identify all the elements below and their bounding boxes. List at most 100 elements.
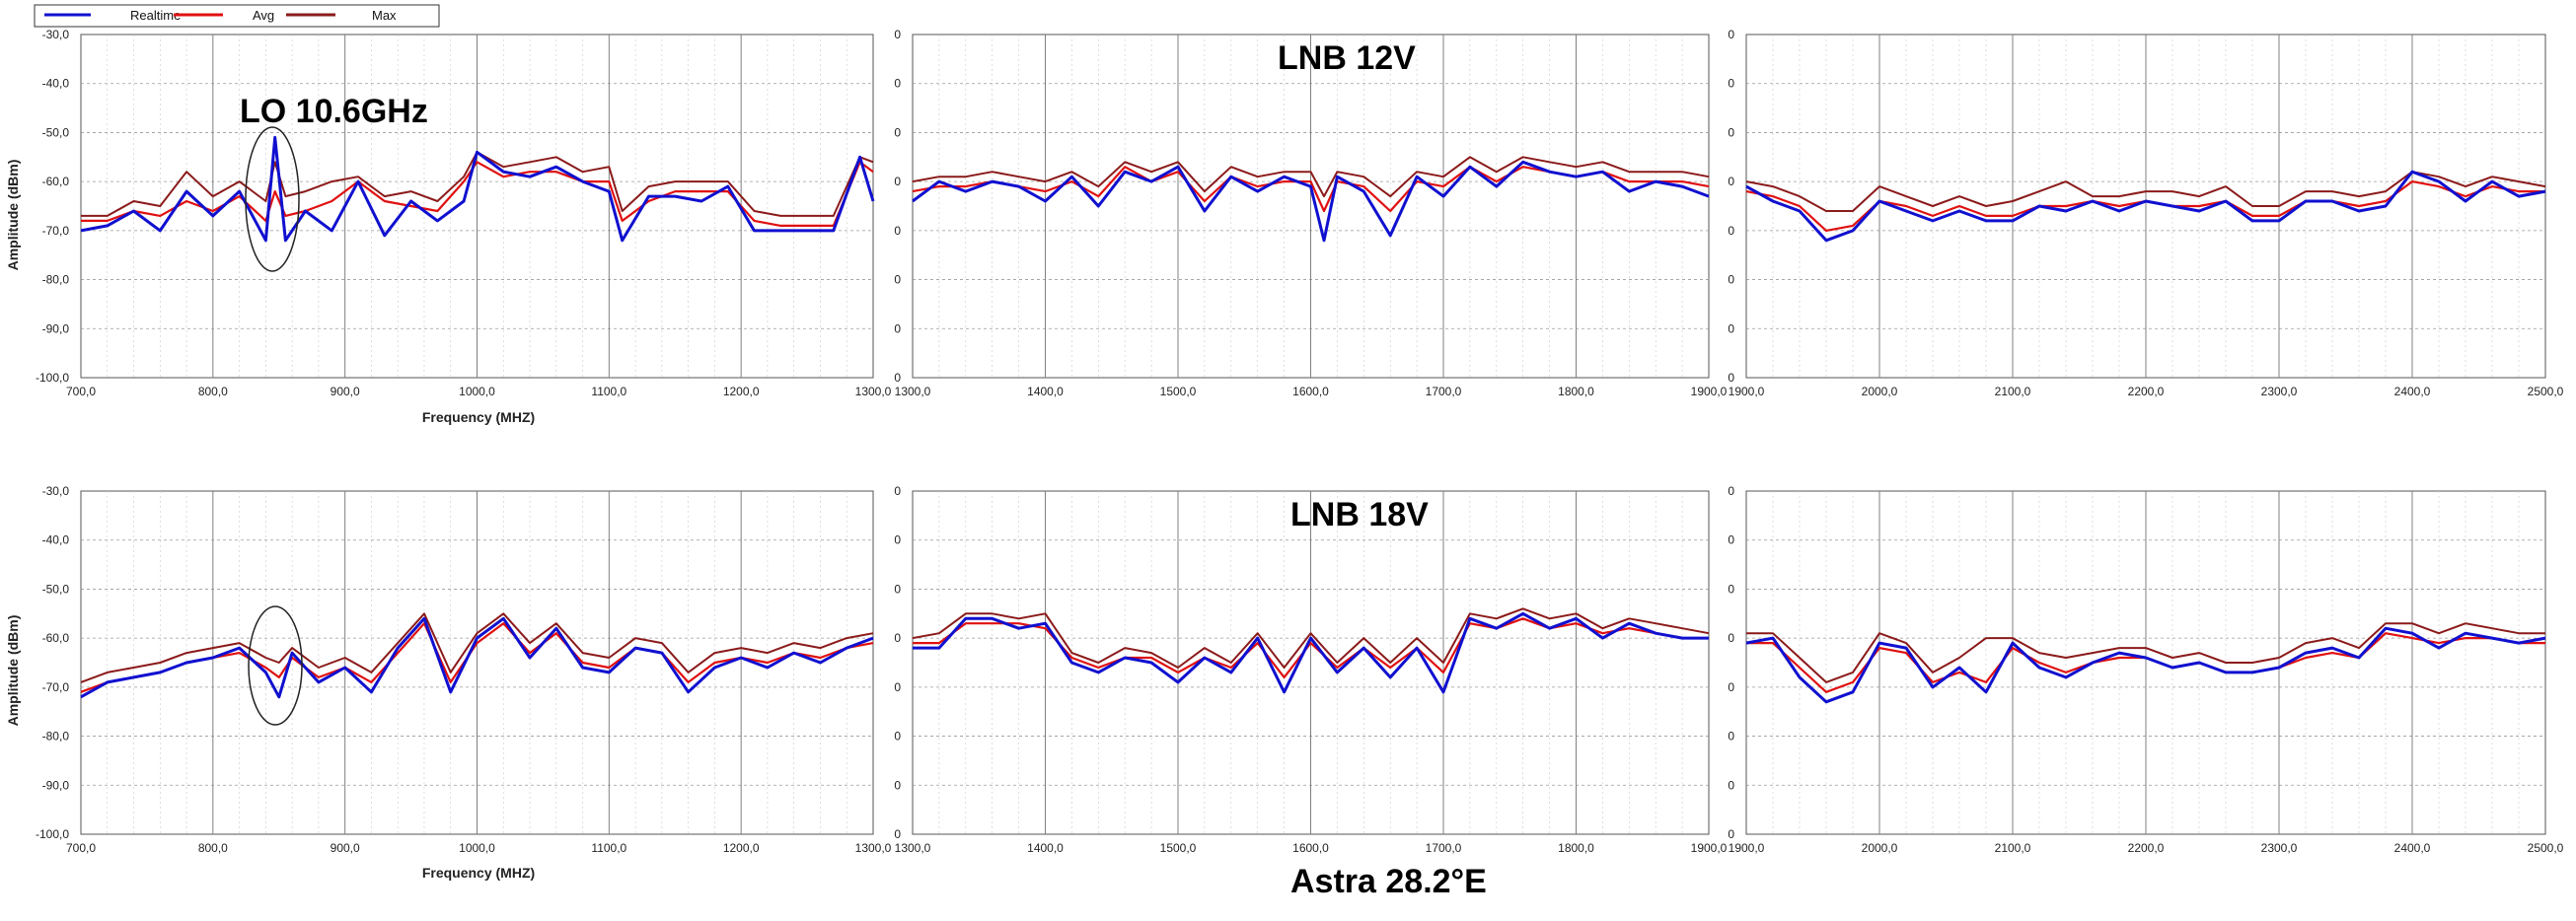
- y-tick-label: -30,0: [42, 28, 70, 41]
- y-tick-label: 0: [894, 28, 901, 41]
- y-tick-label: -80,0: [42, 273, 70, 287]
- x-tick-label: 2000,0: [1862, 385, 1898, 398]
- x-tick-label: 1500,0: [1160, 841, 1197, 855]
- x-tick-label: 700,0: [66, 385, 96, 398]
- series-line-avg: [913, 617, 1709, 679]
- y-tick-label: -50,0: [42, 582, 70, 596]
- y-tick-label: -80,0: [42, 730, 70, 744]
- lo-marker-ellipse-top: [245, 126, 300, 272]
- x-tick-label: 1800,0: [1558, 841, 1594, 855]
- legend-label-realtime: Realtime: [130, 8, 181, 23]
- y-tick-label: -90,0: [42, 321, 70, 335]
- y-tick-label: 0: [894, 175, 901, 188]
- lnb18-annotation: LNB 18V: [1290, 496, 1429, 533]
- x-tick-label: 1100,0: [591, 385, 626, 398]
- series-line-max: [81, 151, 874, 217]
- y-tick-label: 0: [1728, 175, 1734, 188]
- legend-label-max: Max: [372, 8, 397, 23]
- x-tick-label: 1500,0: [1160, 385, 1197, 398]
- y-tick-label: -100,0: [36, 827, 69, 841]
- x-tick-label: 2500,0: [2528, 385, 2564, 398]
- y-tick-label: 0: [1728, 680, 1734, 694]
- x-tick-label: 2100,0: [1995, 841, 2031, 855]
- x-tick-label: 1000,0: [459, 385, 495, 398]
- y-tick-label: -60,0: [42, 175, 70, 188]
- x-tick-label: 2400,0: [2394, 841, 2431, 855]
- y-tick-label: -90,0: [42, 778, 70, 792]
- x-tick-label: 2000,0: [1862, 841, 1898, 855]
- y-tick-label: 0: [1728, 273, 1734, 287]
- y-tick-label: 0: [894, 680, 901, 694]
- x-axis-title-top: Frequency (MHZ): [422, 409, 535, 425]
- x-tick-label: 2100,0: [1995, 385, 2031, 398]
- y-tick-label: 0: [1728, 631, 1734, 645]
- x-tick-label: 2300,0: [2261, 841, 2298, 855]
- x-tick-label: 1000,0: [459, 841, 495, 855]
- y-tick-label: 0: [1728, 125, 1734, 139]
- y-tick-label: -40,0: [42, 533, 70, 547]
- x-tick-label: 700,0: [66, 841, 96, 855]
- y-tick-label: -40,0: [42, 77, 70, 91]
- y-tick-label: 0: [1728, 484, 1734, 498]
- y-tick-label: 0: [894, 730, 901, 744]
- x-tick-label: 1600,0: [1292, 841, 1329, 855]
- x-tick-label: 1300,0: [855, 841, 892, 855]
- x-tick-label: 1800,0: [1558, 385, 1594, 398]
- y-tick-label: -50,0: [42, 125, 70, 139]
- legend-label-avg: Avg: [253, 8, 274, 23]
- y-tick-label: 0: [894, 77, 901, 91]
- y-tick-label: 0: [894, 631, 901, 645]
- x-tick-label: 2200,0: [2128, 841, 2165, 855]
- y-tick-label: 0: [894, 778, 901, 792]
- y-tick-label: 0: [894, 827, 901, 841]
- chart-panel-4: -30,0 -40,0 -50,0 -60,0 -70,0 -80,0 -90,0 -100,…: [36, 484, 892, 855]
- x-tick-label: 1600,0: [1292, 385, 1329, 398]
- series-line-max: [80, 612, 874, 683]
- y-tick-label: -70,0: [42, 680, 70, 694]
- series-line-realtime: [912, 160, 1710, 243]
- series-line-realtime: [1745, 626, 2546, 704]
- x-tick-label: 1300,0: [895, 841, 931, 855]
- lnb12-annotation: LNB 12V: [1278, 39, 1416, 77]
- y-tick-label: 0: [894, 273, 901, 287]
- y-axis-title-top: Amplitude (dBm): [5, 160, 21, 271]
- y-tick-label: 0: [894, 321, 901, 335]
- x-axis-title-bottom: Frequency (MHZ): [422, 865, 535, 881]
- y-tick-label: 0: [1728, 371, 1734, 385]
- x-tick-label: 1900,0: [1729, 385, 1765, 398]
- series-line-max: [912, 607, 1710, 669]
- lo-marker-ellipse-bottom: [248, 605, 303, 726]
- y-tick-label: 0: [894, 533, 901, 547]
- y-tick-label: 0: [1728, 730, 1734, 744]
- x-tick-label: 1400,0: [1027, 385, 1064, 398]
- series-line-realtime: [913, 611, 1709, 694]
- y-tick-label: 0: [1728, 778, 1734, 792]
- x-tick-label: 1200,0: [723, 841, 760, 855]
- y-tick-label: 0: [1728, 321, 1734, 335]
- series-line-max: [1746, 622, 2545, 683]
- x-tick-label: 1400,0: [1027, 841, 1064, 855]
- y-tick-label: 0: [1728, 827, 1734, 841]
- x-tick-label: 1900,0: [1729, 841, 1765, 855]
- x-tick-label: 1300,0: [855, 385, 892, 398]
- y-tick-label: -30,0: [42, 484, 70, 498]
- x-tick-label: 800,0: [198, 385, 228, 398]
- y-tick-label: -100,0: [36, 371, 69, 385]
- y-tick-label: -60,0: [42, 631, 70, 645]
- chart-panels: -30,0 -40,0 -50,0 -60,0 -70,0 -80,0 -90,0 -100,…: [36, 28, 2564, 855]
- y-tick-label: 0: [1728, 28, 1734, 41]
- x-tick-label: 900,0: [331, 385, 360, 398]
- x-tick-label: 1900,0: [1691, 841, 1728, 855]
- x-tick-label: 2500,0: [2528, 841, 2564, 855]
- legend: Realtime Avg Max: [34, 4, 440, 28]
- y-tick-label: 0: [894, 484, 901, 498]
- x-tick-label: 2200,0: [2128, 385, 2165, 398]
- y-tick-label: -70,0: [42, 224, 70, 238]
- series-line-realtime: [80, 135, 875, 243]
- x-tick-label: 1200,0: [723, 385, 760, 398]
- x-tick-label: 1700,0: [1426, 385, 1462, 398]
